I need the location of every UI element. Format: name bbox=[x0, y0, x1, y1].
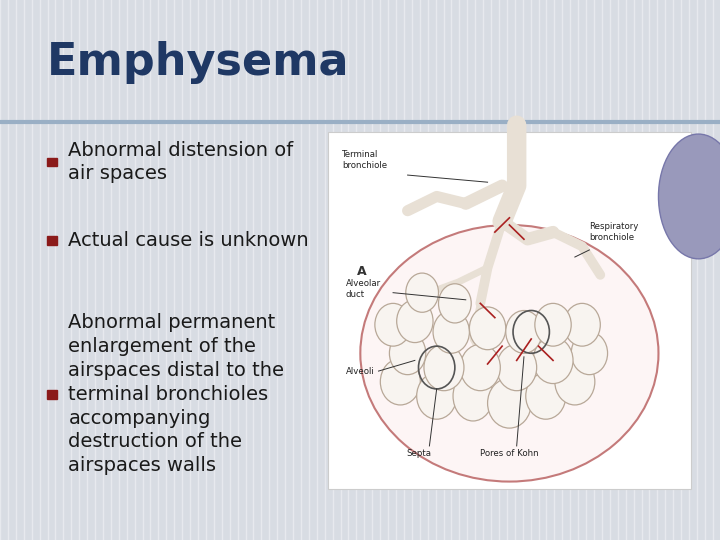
Text: Actual cause is unknown: Actual cause is unknown bbox=[68, 231, 309, 250]
Text: Alveoli: Alveoli bbox=[346, 367, 374, 376]
Bar bbox=[47, 390, 57, 399]
Ellipse shape bbox=[564, 303, 600, 346]
Ellipse shape bbox=[571, 332, 608, 375]
Ellipse shape bbox=[424, 345, 464, 391]
Ellipse shape bbox=[659, 134, 720, 259]
Ellipse shape bbox=[375, 303, 411, 346]
Text: Septa: Septa bbox=[406, 449, 431, 457]
Ellipse shape bbox=[438, 284, 471, 323]
Text: Respiratory
bronchiole: Respiratory bronchiole bbox=[590, 222, 639, 242]
Bar bbox=[47, 236, 57, 245]
Text: Pores of Kohn: Pores of Kohn bbox=[480, 449, 539, 457]
FancyBboxPatch shape bbox=[328, 132, 691, 489]
Text: Abnormal permanent
enlargement of the
airspaces distal to the
terminal bronchiol: Abnormal permanent enlargement of the ai… bbox=[68, 313, 284, 475]
Ellipse shape bbox=[397, 300, 433, 342]
Ellipse shape bbox=[433, 310, 469, 353]
Ellipse shape bbox=[505, 310, 542, 353]
Ellipse shape bbox=[533, 337, 573, 383]
Ellipse shape bbox=[390, 332, 426, 375]
Bar bbox=[47, 158, 57, 166]
Text: Abnormal distension of
air spaces: Abnormal distension of air spaces bbox=[68, 140, 294, 184]
Ellipse shape bbox=[487, 378, 531, 428]
Ellipse shape bbox=[453, 371, 493, 421]
Ellipse shape bbox=[406, 273, 438, 312]
Ellipse shape bbox=[380, 359, 420, 405]
Ellipse shape bbox=[460, 345, 500, 391]
Ellipse shape bbox=[360, 225, 659, 482]
Ellipse shape bbox=[497, 345, 536, 391]
Ellipse shape bbox=[526, 373, 566, 419]
Text: A: A bbox=[356, 265, 366, 278]
Ellipse shape bbox=[469, 307, 505, 350]
Text: Alveolar
duct: Alveolar duct bbox=[346, 279, 381, 299]
Text: Terminal
bronchiole: Terminal bronchiole bbox=[342, 150, 387, 170]
Ellipse shape bbox=[555, 359, 595, 405]
Ellipse shape bbox=[417, 373, 456, 419]
Ellipse shape bbox=[535, 303, 571, 346]
Text: Emphysema: Emphysema bbox=[47, 40, 349, 84]
